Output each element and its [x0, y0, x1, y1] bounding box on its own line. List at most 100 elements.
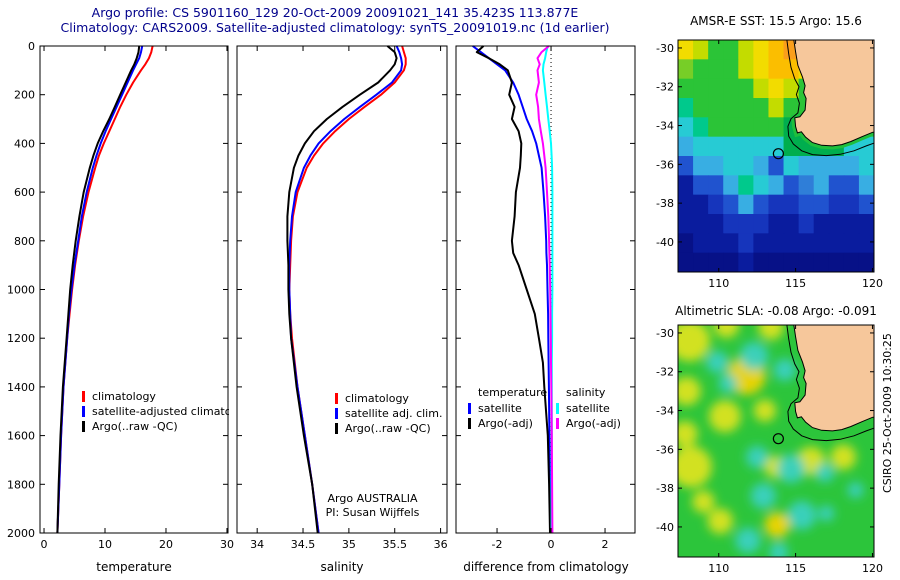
sst-cell — [693, 194, 709, 215]
sst-cell — [768, 214, 785, 234]
sst-cell — [843, 252, 860, 272]
y-tick-label: 400 — [14, 137, 35, 150]
sst-cell — [858, 214, 874, 234]
legend-item: Argo(-adj) — [468, 416, 547, 431]
sst-cell — [708, 175, 724, 196]
sst-cell — [828, 194, 845, 215]
sla-blob — [678, 446, 712, 488]
sst-cell — [708, 156, 724, 176]
sst-cell — [768, 156, 785, 176]
x-tick-label: -2 — [492, 538, 503, 551]
figure-title-line1: Argo profile: CS 5901160_129 20-Oct-2009… — [91, 5, 579, 20]
sst-cell — [843, 214, 860, 234]
legend-item: satellite — [468, 401, 547, 416]
sst-cell — [723, 78, 739, 99]
panel-difference: -2 0 2 — [455, 45, 636, 551]
sst-cell — [678, 252, 694, 272]
lon-tick-label: 120 — [862, 277, 883, 290]
sst-cell — [858, 252, 874, 272]
curve-salinity-argo-adj — [535, 45, 554, 534]
axes-box — [455, 45, 636, 534]
panel-salinity: 34 34.5 35 35.5 36 — [236, 45, 448, 551]
legend-swatch-satellite-adjusted — [82, 406, 85, 417]
sst-cell — [783, 136, 800, 157]
sst-cell — [723, 59, 739, 80]
sst-cell — [723, 156, 739, 176]
sla-blob — [787, 500, 817, 530]
sst-cell — [813, 214, 830, 234]
sst-cell — [783, 233, 800, 254]
sst-cell — [768, 117, 785, 138]
sst-cell — [693, 214, 709, 234]
sst-cell — [768, 40, 785, 60]
sla-blob — [739, 341, 769, 371]
sst-cell — [783, 252, 800, 272]
sst-cell — [723, 252, 739, 272]
lat-tick-label: -32 — [656, 366, 674, 379]
sst-cell — [723, 233, 739, 254]
offshore-contour — [786, 40, 874, 157]
legend-item: climatology — [335, 391, 442, 406]
sst-cell — [678, 214, 694, 234]
y-tick-label: 0 — [28, 40, 35, 53]
sst-cell — [783, 156, 800, 176]
sst-cell — [858, 194, 874, 215]
x-tick-label: 20 — [159, 538, 173, 551]
curve-climatology — [288, 45, 407, 534]
land-australia — [793, 40, 874, 147]
legend-swatch-sal-argo — [556, 418, 559, 429]
sst-cell — [693, 117, 709, 138]
float-position-marker — [772, 433, 784, 445]
sst-cell — [768, 194, 785, 215]
sst-cell — [783, 78, 800, 99]
sst-cell — [813, 194, 830, 215]
sst-cell — [783, 214, 800, 234]
sst-cell — [753, 136, 769, 157]
sst-cell — [693, 78, 709, 99]
sst-cell — [723, 214, 739, 234]
x-tick-label: 35.5 — [382, 538, 407, 551]
sst-cell — [693, 98, 709, 118]
lat-tick-label: -30 — [656, 42, 674, 55]
sst-cell — [708, 252, 724, 272]
sst-cell — [693, 233, 709, 254]
sst-cell — [753, 194, 769, 215]
legend-item: satellite — [556, 401, 621, 416]
sst-cell — [768, 59, 785, 80]
legend-item: Argo(..raw -QC) — [335, 421, 442, 436]
sla-blob — [847, 482, 864, 499]
sst-cell — [813, 156, 830, 176]
axes-box — [236, 45, 448, 534]
sst-cell — [753, 214, 769, 234]
sst-cell — [738, 175, 754, 196]
lon-tick-label: 115 — [785, 277, 806, 290]
sst-cell — [843, 233, 860, 254]
sst-cell — [723, 136, 739, 157]
legend-diff-salinity: salinity satellite Argo(-adj) — [556, 386, 621, 431]
lat-tick-label: -40 — [656, 236, 674, 249]
x-tick-label: 34 — [250, 538, 264, 551]
sst-cell — [798, 214, 815, 234]
sst-cell — [813, 252, 830, 272]
sla-blob — [692, 490, 715, 513]
sst-cell — [678, 59, 694, 80]
y-tick-label: 1600 — [7, 430, 35, 443]
sst-cell — [678, 194, 694, 215]
sla-blob — [773, 358, 797, 382]
sst-cell — [828, 175, 845, 196]
sst-cell — [768, 233, 785, 254]
sst-cell — [753, 59, 769, 80]
lat-tick-label: -38 — [656, 482, 674, 495]
sst-cell — [723, 117, 739, 138]
annotation-argo-australia: Argo AUSTRALIA — [327, 492, 418, 505]
lon-tick-label: 110 — [708, 277, 729, 290]
sst-map-title: AMSR-E SST: 15.5 Argo: 15.6 — [690, 14, 862, 28]
sst-cell — [753, 233, 769, 254]
lat-tick-label: -36 — [656, 443, 674, 456]
curve-satellite-adjusted-climatology — [288, 45, 404, 534]
axes-box — [677, 39, 875, 273]
sst-cell — [753, 175, 769, 196]
panel-sla_map: 110 115 120 -30 -32 -34 -36 -38 -40 — [656, 324, 883, 575]
sst-cell — [678, 40, 694, 60]
sst-cell — [693, 156, 709, 176]
